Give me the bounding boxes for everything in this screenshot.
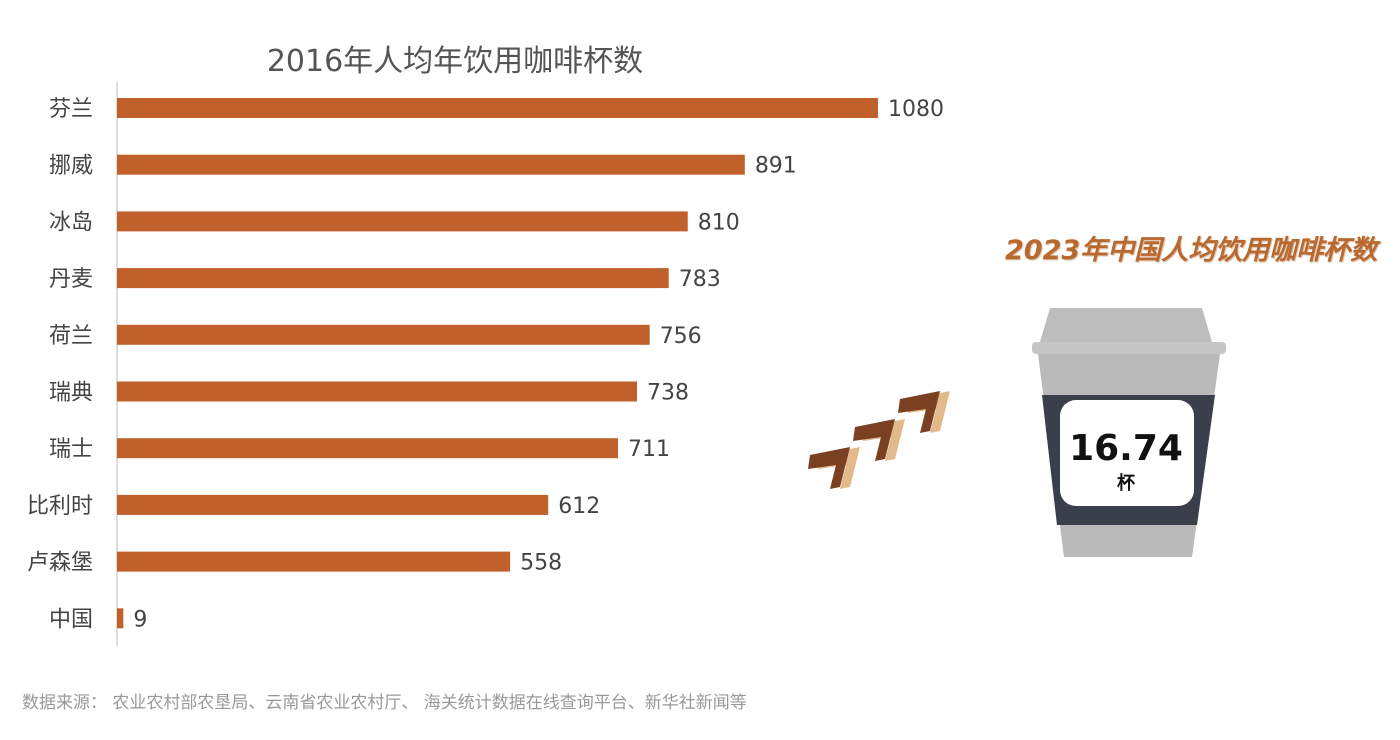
data-label: 891 bbox=[755, 154, 797, 179]
data-label: 783 bbox=[679, 267, 721, 292]
data-label: 558 bbox=[520, 551, 562, 576]
category-label: 比利时 bbox=[27, 494, 93, 519]
bar bbox=[117, 98, 878, 118]
data-label: 738 bbox=[647, 381, 689, 406]
bar bbox=[117, 551, 511, 572]
category-label: 瑞士 bbox=[49, 437, 93, 462]
cup-value: 16.74 杯 bbox=[1062, 428, 1190, 495]
coffee-cup-icon bbox=[1032, 308, 1226, 557]
cup-value-number: 16.74 bbox=[1069, 428, 1183, 469]
data-label: 711 bbox=[628, 437, 670, 462]
category-label: 丹麦 bbox=[49, 267, 93, 292]
data-label: 810 bbox=[698, 210, 740, 235]
category-label: 芬兰 bbox=[49, 97, 93, 122]
data-label: 9 bbox=[133, 607, 147, 632]
category-label: 瑞典 bbox=[49, 381, 93, 406]
data-label: 612 bbox=[558, 494, 600, 519]
category-label: 挪威 bbox=[49, 154, 93, 179]
category-label: 荷兰 bbox=[49, 324, 93, 349]
data-label: 1080 bbox=[888, 97, 944, 122]
cup-value-unit: 杯 bbox=[1117, 473, 1135, 494]
bar bbox=[117, 438, 618, 459]
side-title: 2023年中国人均饮用咖啡杯数 bbox=[1005, 235, 1378, 266]
chevron-arrow bbox=[808, 447, 850, 489]
bar bbox=[117, 494, 549, 515]
data-label: 756 bbox=[660, 324, 702, 349]
chevron-arrow bbox=[898, 391, 940, 433]
bar bbox=[117, 608, 124, 629]
category-label: 卢森堡 bbox=[27, 551, 93, 576]
chevron-arrow bbox=[853, 419, 895, 461]
bar bbox=[117, 154, 745, 175]
bar bbox=[117, 381, 638, 402]
bar bbox=[117, 324, 650, 345]
source-note: 数据来源： 农业农村部农垦局、云南省农业农村厅、 海关统计数据在线查询平台、新华… bbox=[22, 693, 747, 713]
category-label: 冰岛 bbox=[49, 210, 93, 235]
chevron-arrows-icon bbox=[808, 391, 950, 489]
category-label: 中国 bbox=[49, 607, 93, 632]
bar bbox=[117, 211, 688, 232]
bar bbox=[117, 268, 669, 289]
bar-chart: 芬兰 1080 挪威 891 冰岛 810 丹麦 783 荷兰 756 瑞典 738 瑞士 711 比利时 6… bbox=[27, 82, 944, 646]
chart-title: 2016年人均年饮用咖啡杯数 bbox=[266, 44, 644, 79]
